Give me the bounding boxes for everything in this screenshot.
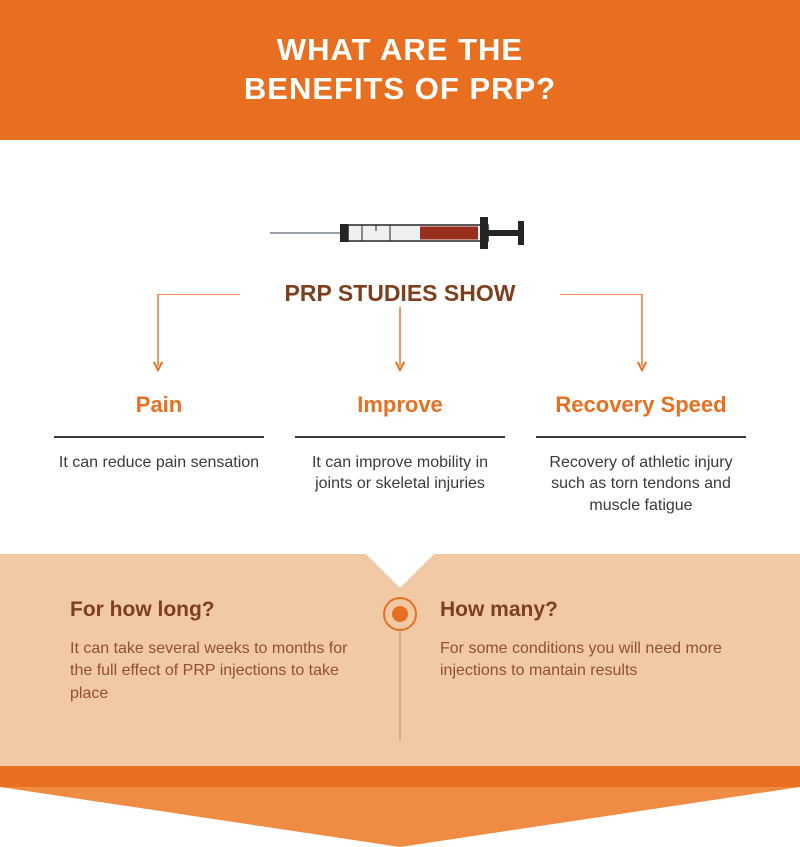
col-desc: It can reduce pain sensation: [54, 452, 264, 474]
lower-left-answer: It can take several weeks to months for …: [70, 638, 360, 705]
col-title: Recovery Speed: [536, 378, 746, 432]
header-banner: WHAT ARE THE BENEFITS OF PRP?: [0, 0, 800, 140]
lower-left-question: For how long?: [70, 598, 360, 622]
benefit-columns: Pain It can reduce pain sensation Improv…: [0, 378, 800, 516]
syringe-icon: [270, 215, 530, 251]
vertical-divider: [400, 631, 401, 741]
col-desc: It can improve mobility in joints or ske…: [295, 452, 505, 495]
studies-label: PRP STUDIES SHOW: [271, 280, 530, 307]
col-title: Improve: [295, 378, 505, 432]
col-divider: [536, 436, 746, 438]
benefit-col-improve: Improve It can improve mobility in joint…: [295, 378, 505, 516]
center-dot-icon: [383, 597, 417, 631]
lower-right-answer: For some conditions you will need more i…: [440, 638, 730, 683]
title-line-2: BENEFITS OF PRP?: [244, 71, 556, 106]
col-divider: [54, 436, 264, 438]
benefit-col-recovery: Recovery Speed Recovery of athletic inju…: [536, 378, 746, 516]
lower-right-block: How many? For some conditions you will n…: [440, 598, 730, 683]
page-title: WHAT ARE THE BENEFITS OF PRP?: [244, 31, 556, 109]
header-chevron: [0, 787, 800, 847]
lower-notch: [366, 554, 434, 588]
lower-panel: For how long? It can take several weeks …: [0, 554, 800, 766]
lower-left-block: For how long? It can take several weeks …: [70, 598, 360, 705]
col-desc: Recovery of athletic injury such as torn…: [536, 452, 746, 517]
footer-bar: [0, 766, 800, 787]
col-divider: [295, 436, 505, 438]
col-title: Pain: [54, 378, 264, 432]
lower-right-question: How many?: [440, 598, 730, 622]
title-line-1: WHAT ARE THE: [277, 32, 523, 67]
center-dot-inner: [392, 606, 408, 622]
benefit-col-pain: Pain It can reduce pain sensation: [54, 378, 264, 516]
